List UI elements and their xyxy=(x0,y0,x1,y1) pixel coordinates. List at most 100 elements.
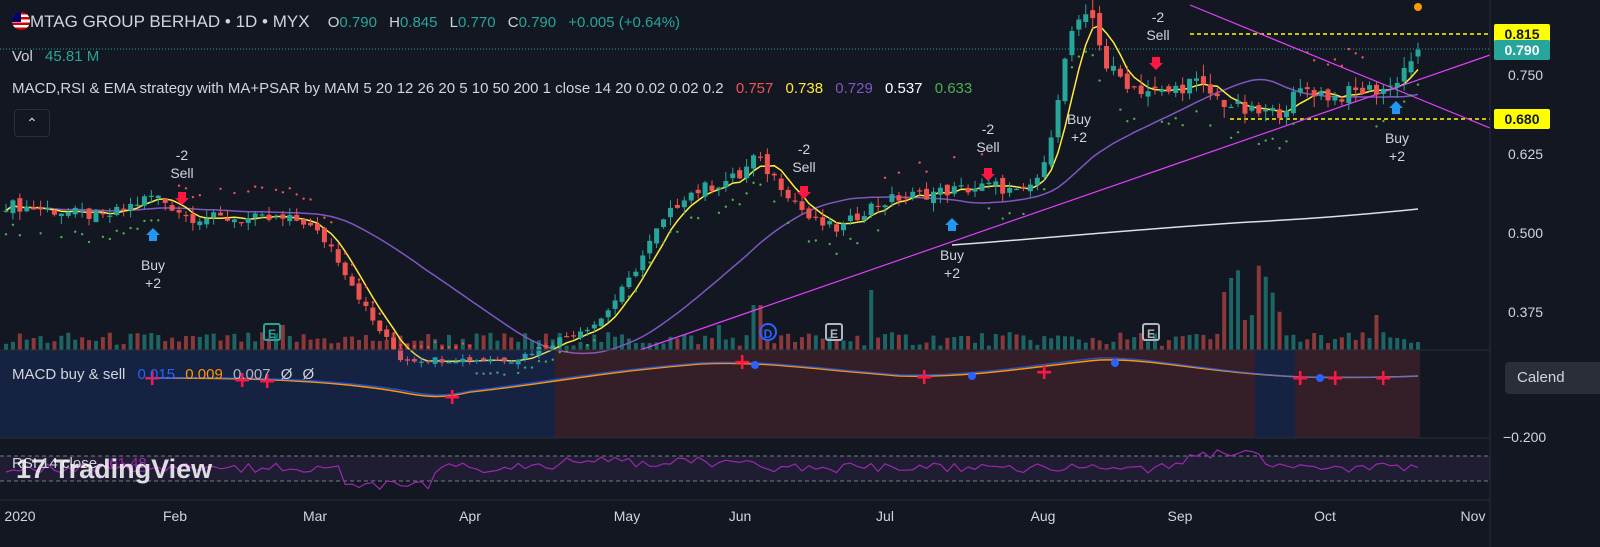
collapse-legend-button[interactable]: ⌃ xyxy=(14,109,50,137)
symbol-header: MTAG GROUP BERHAD • 1D • MYX O0.790 H0.8… xyxy=(12,12,680,32)
psar-dot xyxy=(897,171,901,174)
candle-body xyxy=(744,166,750,179)
candle-body xyxy=(910,191,916,198)
rsi-line xyxy=(5,449,1419,491)
volume-bar xyxy=(564,345,569,350)
candle-body xyxy=(626,277,632,288)
volume-bar xyxy=(363,335,368,350)
x-tick-label: Mar xyxy=(303,508,327,524)
volume-legend[interactable]: Vol 45.81 M xyxy=(12,48,99,65)
candle-body xyxy=(771,173,777,176)
volume-bar xyxy=(1277,311,1282,350)
candle-body xyxy=(667,207,673,218)
volume-bar xyxy=(301,334,306,350)
sell-arrow-icon xyxy=(981,168,995,181)
macd-legend[interactable]: MACD buy & sell 0.015 0.009 0.007 Ø Ø xyxy=(12,366,314,383)
candle-body xyxy=(979,183,985,191)
strategy-label: MACD,RSI & EMA strategy with MA+PSAR by … xyxy=(12,80,724,97)
macd-sell-cross: + xyxy=(733,350,751,375)
psar-dot xyxy=(198,194,202,197)
volume-bar xyxy=(31,338,36,350)
candle-body xyxy=(702,182,708,197)
symbol-title[interactable]: MTAG GROUP BERHAD • 1D • MYX xyxy=(30,12,310,31)
volume-bar xyxy=(38,336,43,350)
volume-bar xyxy=(211,333,216,350)
candle-body xyxy=(917,190,923,192)
volume-bar xyxy=(1298,341,1303,350)
x-tick-label: May xyxy=(614,508,640,524)
volume-bar xyxy=(239,341,244,350)
volume-bar xyxy=(73,339,78,350)
psar-dot xyxy=(260,186,264,189)
price-tag-resistance: 0.815 xyxy=(1494,23,1550,44)
volume-bar xyxy=(973,342,978,350)
candle-body xyxy=(294,214,300,221)
volume-bar xyxy=(128,333,133,350)
psar-dot xyxy=(717,211,721,215)
candle-body xyxy=(31,207,37,210)
volume-bar xyxy=(1367,338,1372,350)
candle-body xyxy=(1339,99,1345,102)
macd-value-2: 0.009 xyxy=(185,366,223,383)
price-tag-last: 0.790 xyxy=(1494,39,1550,60)
volume-bar xyxy=(142,334,147,350)
volume-bar xyxy=(273,333,278,350)
volume-bar xyxy=(966,335,971,350)
buy-arrow-icon xyxy=(146,228,160,241)
volume-bar xyxy=(412,340,417,350)
volume-bar xyxy=(357,339,361,350)
volume-bar xyxy=(52,341,57,350)
volume-bar xyxy=(1173,336,1178,350)
candle-body xyxy=(273,216,279,218)
volume-bar xyxy=(730,337,735,350)
psar-dot xyxy=(18,234,22,237)
psar-dot xyxy=(1126,119,1129,123)
volume-bar xyxy=(931,335,936,350)
x-tick-label: Jun xyxy=(729,508,752,524)
candle-body xyxy=(162,198,168,203)
volume-bar xyxy=(654,342,659,350)
volume-label: Vol xyxy=(12,48,33,65)
psar-dot xyxy=(641,274,644,278)
psar-dot xyxy=(1077,55,1081,58)
volume-bar xyxy=(793,341,798,350)
volume-bar xyxy=(502,333,507,350)
volume-bar xyxy=(896,334,901,350)
candle-body xyxy=(17,198,23,212)
candle-body xyxy=(1394,82,1400,88)
psar-dot xyxy=(773,200,776,203)
candle-body xyxy=(1117,68,1123,77)
psar-dot xyxy=(1347,47,1350,51)
rsi-legend[interactable]: RSI 14 close 61.48 xyxy=(12,455,147,472)
candle-body xyxy=(806,208,812,219)
macd-bg-bearish xyxy=(0,350,555,438)
candle-body xyxy=(633,271,639,277)
volume-bar xyxy=(163,341,168,350)
psar-dot xyxy=(330,221,333,224)
psar-dot xyxy=(745,192,748,195)
macd-buy-dot xyxy=(1111,359,1119,367)
volume-bar xyxy=(1346,332,1351,350)
candle-body xyxy=(737,170,743,179)
volume-bar xyxy=(287,335,292,350)
volume-bar xyxy=(772,343,777,350)
candle-body xyxy=(65,212,71,216)
volume-bar xyxy=(993,334,998,350)
candle-body xyxy=(411,358,417,362)
volume-bar xyxy=(786,333,791,350)
close-value: 0.790 xyxy=(518,14,557,31)
y-tick-label: 0.500 xyxy=(1508,225,1543,241)
strategy-legend[interactable]: MACD,RSI & EMA strategy with MA+PSAR by … xyxy=(12,80,972,97)
volume-bar xyxy=(606,332,611,350)
volume-bar xyxy=(668,336,673,350)
candle-body xyxy=(1297,88,1303,93)
psar-dot xyxy=(440,346,444,349)
volume-bar xyxy=(1180,336,1185,350)
candle-body xyxy=(1194,78,1200,81)
candle-body xyxy=(45,208,51,210)
calendar-button[interactable]: Calend xyxy=(1505,362,1600,394)
volume-bar xyxy=(1326,343,1331,350)
candle-body xyxy=(751,155,757,169)
candle-body xyxy=(1083,14,1089,22)
